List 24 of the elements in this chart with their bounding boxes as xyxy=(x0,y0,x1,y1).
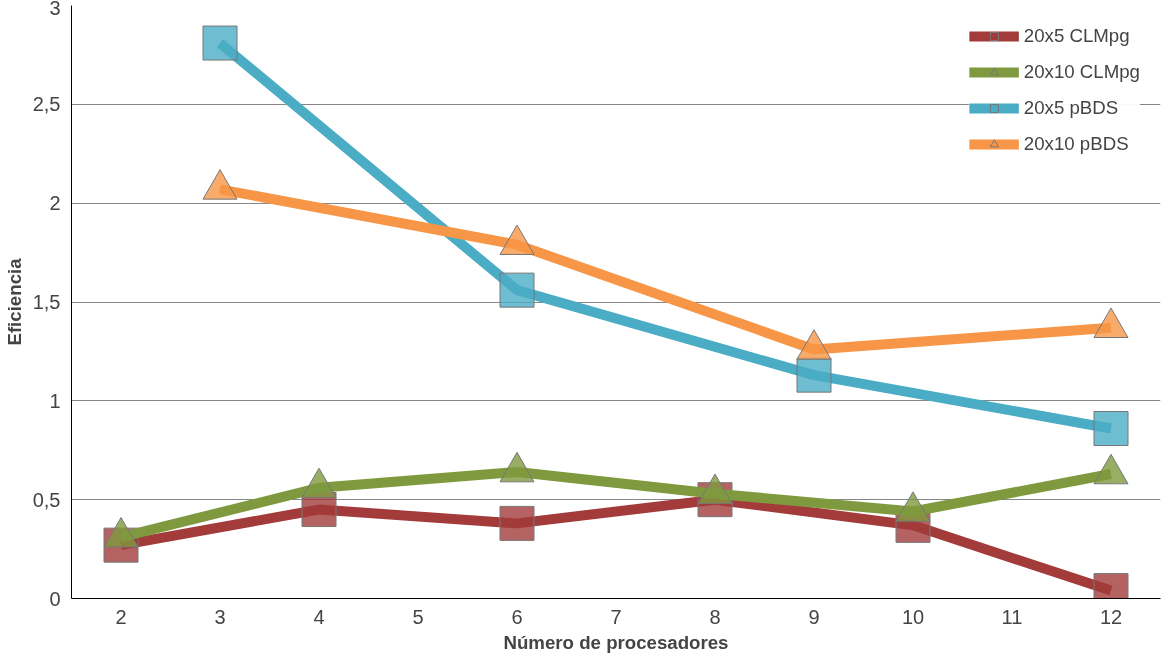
legend-label: 20x10 CLMpg xyxy=(1023,61,1140,83)
x-tick-label: 8 xyxy=(709,605,721,628)
y-tick-label: 1,5 xyxy=(32,291,61,313)
x-tick-label: 11 xyxy=(1001,605,1023,628)
y-tick-label: 2 xyxy=(49,192,61,215)
x-tick-label: 4 xyxy=(313,605,325,628)
y-tick-label: 0,5 xyxy=(32,488,61,511)
x-tick-label: 10 xyxy=(901,605,925,628)
legend-label: 20x5 CLMpg xyxy=(1023,25,1130,47)
y-tick-label: 3 xyxy=(49,0,61,19)
y-tick-label: 1 xyxy=(49,389,61,412)
legend-label: 20x5 pBDS xyxy=(1023,97,1119,119)
x-tick-label: 6 xyxy=(511,605,523,628)
x-tick-label: 3 xyxy=(214,605,226,628)
x-tick-label: 9 xyxy=(808,605,820,628)
x-axis-title: Número de procesadores xyxy=(503,631,729,653)
y-axis-title: Eficiencia xyxy=(3,257,25,346)
x-tick-label: 5 xyxy=(412,605,424,628)
y-tick-label: 0 xyxy=(49,587,61,610)
x-tick-label: 2 xyxy=(115,605,127,628)
x-tick-label: 12 xyxy=(1099,605,1123,628)
legend-label: 20x10 pBDS xyxy=(1023,133,1129,155)
y-tick-label: 2,5 xyxy=(32,93,61,116)
x-tick-label: 7 xyxy=(610,605,622,628)
